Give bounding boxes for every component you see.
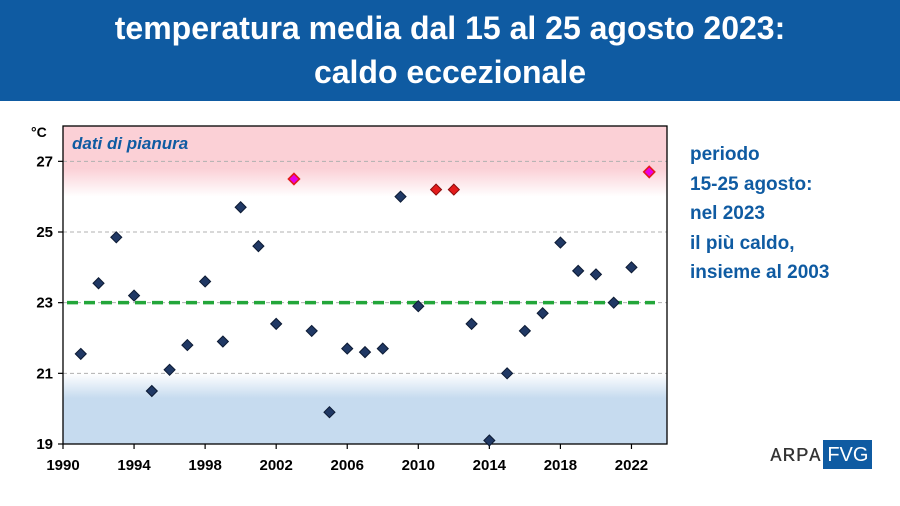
y-tick-label: 19 xyxy=(36,436,53,453)
x-tick-label: 2022 xyxy=(615,457,648,474)
data-point xyxy=(483,434,496,447)
y-tick-label: 21 xyxy=(36,365,53,382)
data-point xyxy=(341,342,354,355)
data-point xyxy=(269,317,283,331)
data-point xyxy=(536,307,549,320)
x-tick-label: 1998 xyxy=(188,457,221,474)
side-note-line: il più caldo, xyxy=(690,232,795,254)
x-tick-label: 2014 xyxy=(473,457,507,474)
data-point xyxy=(412,299,425,313)
side-note-line: 15-25 agosto: xyxy=(690,173,813,195)
data-point xyxy=(145,384,159,398)
y-tick-label: 27 xyxy=(36,153,53,170)
title-banner: temperatura media dal 15 al 25 agosto 20… xyxy=(0,0,900,101)
side-note-line: insieme al 2003 xyxy=(690,262,830,283)
y-axis-unit-label: °C xyxy=(31,124,47,140)
data-point xyxy=(554,236,567,249)
data-point xyxy=(518,324,532,338)
data-point xyxy=(110,231,123,244)
logo-arpa-text: ᴀʀᴘᴀ xyxy=(770,440,822,467)
data-point xyxy=(181,338,194,352)
data-point xyxy=(589,268,603,281)
data-point xyxy=(394,190,407,203)
data-point xyxy=(429,183,443,196)
cold-band xyxy=(63,373,667,444)
side-note-line: nel 2023 xyxy=(690,203,765,224)
logo-fvg-text: FVG xyxy=(823,439,873,469)
data-point xyxy=(74,347,87,361)
arpa-fvg-logo: ᴀʀᴘᴀ FVG xyxy=(770,436,873,472)
y-tick-label: 23 xyxy=(36,295,53,312)
x-tick-label: 2018 xyxy=(544,457,577,474)
data-point xyxy=(447,183,461,196)
data-point xyxy=(163,363,176,377)
y-tick-label: 25 xyxy=(36,224,53,241)
data-point xyxy=(642,165,656,179)
data-point xyxy=(198,275,212,288)
data-point xyxy=(92,277,105,290)
data-point xyxy=(376,342,389,355)
x-tick-label: 2010 xyxy=(402,457,435,474)
title-line-1: temperatura media dal 15 al 25 agosto 20… xyxy=(114,10,786,46)
data-point xyxy=(216,335,230,348)
data-point xyxy=(252,239,265,253)
x-tick-label: 1990 xyxy=(46,457,79,474)
data-point xyxy=(607,296,620,309)
data-point xyxy=(323,405,336,419)
data-point xyxy=(234,201,247,214)
x-tick-label: 2006 xyxy=(331,457,364,474)
title-line-2: caldo eccezionale xyxy=(313,54,587,90)
data-point xyxy=(305,324,318,338)
data-point xyxy=(500,367,514,380)
x-tick-label: 1994 xyxy=(117,457,151,474)
chart-annotation: dati di pianura xyxy=(72,134,188,153)
x-tick-label: 2002 xyxy=(259,457,292,474)
data-point xyxy=(127,289,141,302)
data-point xyxy=(571,264,585,278)
data-point xyxy=(287,172,301,186)
data-point xyxy=(465,317,478,331)
temperature-scatter-chart: 1990 1994 1998 2002 2006 2010 2014 2018 2022 19 21… xyxy=(31,124,668,474)
data-point xyxy=(625,261,638,274)
data-point xyxy=(358,345,372,359)
side-note-line: periodo xyxy=(690,144,760,165)
side-note: periodo 15-25 agosto: nel 2023 il più ca… xyxy=(690,140,829,288)
plot-area-border xyxy=(62,125,668,445)
